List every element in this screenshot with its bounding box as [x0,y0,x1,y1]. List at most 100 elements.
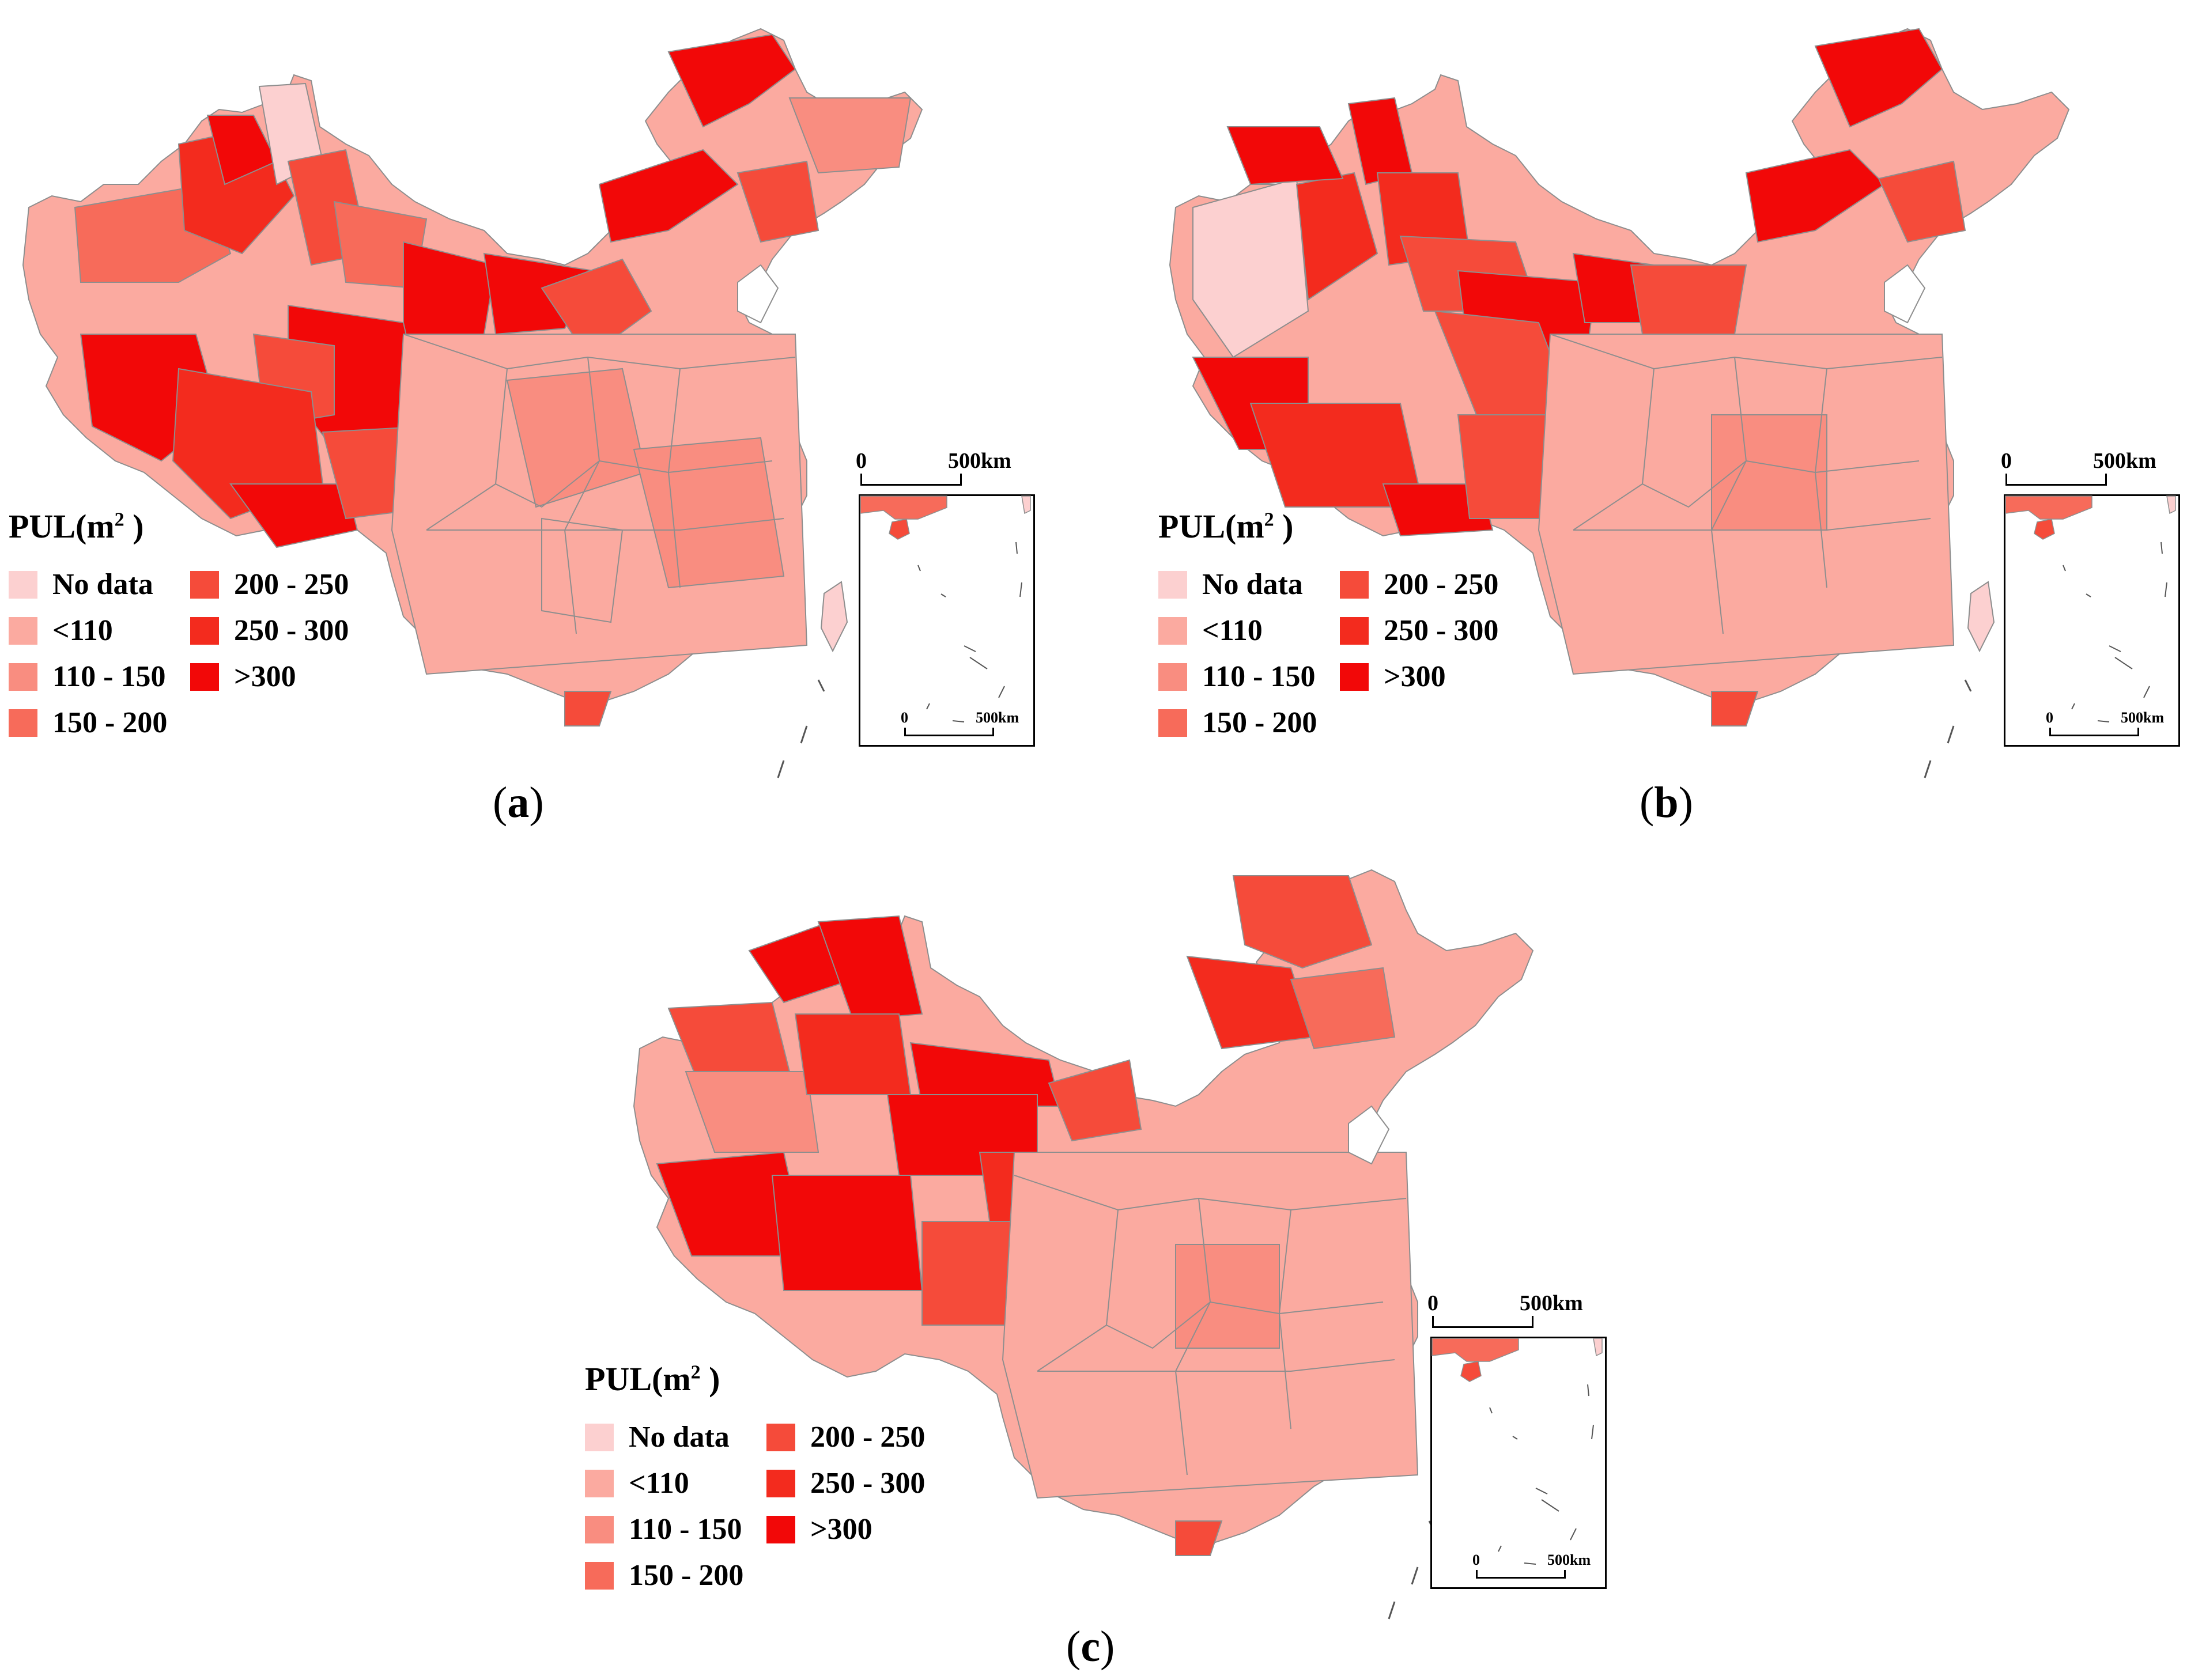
legend-swatch [766,1515,795,1543]
legend-label: >300 [234,660,296,693]
scalebar-line [904,728,994,736]
region-gt300 [229,483,358,548]
inset-island [2143,686,2150,698]
scalebar-inset: 0 500km [2046,709,2173,738]
legend-label: <110 [1202,614,1263,647]
scalebar-line [1432,1316,1533,1328]
panel-caption-b: (b) [1640,778,1693,827]
region-gt300 [817,915,923,1021]
legend-title-base: PUL(m [1158,508,1264,545]
inset-map [1431,1338,1603,1565]
legend-label: <110 [629,1467,689,1500]
region-200_250 [1878,160,1966,243]
inset-island [1019,582,1022,597]
inset-island [1512,1436,1518,1440]
scalebar-line [2049,728,2139,736]
legend-label: 250 - 300 [810,1467,926,1500]
bohai-sea [1348,1105,1390,1165]
legend-swatch [1340,616,1369,645]
scalebar-distance: 500km [2121,709,2165,726]
region-200_250 [1175,1520,1223,1556]
region-lt110 [541,517,624,623]
legend-a: PUL(m2 ) No data <110 110 - 150 150 - 200 200… [9,507,412,749]
region-110_150 [633,437,785,589]
legend-label: 110 - 150 [629,1513,742,1546]
inset-hainan [2034,519,2055,540]
province-border [1174,1198,1211,1475]
inset-hainan [1460,1361,1482,1382]
legend-item: No data [1158,567,1303,601]
inset-island [926,703,930,710]
province-border [1573,518,1931,531]
inset-island [1587,1384,1589,1397]
legend-item: No data [585,1420,730,1454]
scalebar-main: 0 500km [1427,1291,1612,1331]
legend-label: 110 - 150 [1202,660,1316,693]
legend-item: <110 [9,614,113,648]
legend-label: 110 - 150 [52,660,166,693]
legend-label: 200 - 250 [1384,568,1499,601]
scalebar-zero: 0 [2001,449,2012,473]
legend-item: 110 - 150 [585,1512,742,1546]
scalebar-line [860,474,962,486]
legend-swatch [190,663,219,691]
legend-label: >300 [1384,660,1446,693]
region-200_250 [1048,1059,1142,1142]
scalebar-main: 0 500km [856,448,1040,489]
inset-island [1524,1562,1536,1565]
legend-label: No data [629,1421,730,1454]
inset-island [1015,542,1018,554]
legend-swatch [1158,570,1187,599]
legend-item: >300 [1340,660,1446,694]
province-border [1037,1359,1395,1372]
scalebar-distance: 500km [1547,1552,1591,1568]
map-panel-b: PUL(m2 ) No data <110 110 - 150 150 - 200 200… [1147,0,2184,835]
legend-item: 250 - 300 [1340,614,1498,648]
legend-title-base: PUL(m [585,1360,691,1398]
legend-swatch [1158,616,1187,645]
inset-island [1541,1499,1559,1512]
region-110_150 [685,1071,819,1153]
inset-map [860,495,1031,722]
legend-title: PUL(m2 ) [585,1360,720,1398]
legend-swatch [9,616,37,645]
legend-label: 150 - 200 [1202,706,1317,739]
legend-label: >300 [810,1513,872,1546]
legend-title-sup: 2 [114,509,124,531]
inset-mainland-coast [2005,495,2092,520]
legend-swatch [1340,570,1369,599]
region-200_250 [1232,875,1373,969]
legend-item: 150 - 200 [9,706,167,740]
region-gt300 [598,149,739,243]
inset-island [952,720,965,722]
inset-island [969,657,988,669]
boundary-dash [1924,760,1932,778]
legend-swatch [1340,663,1369,691]
legend-label: <110 [52,614,113,647]
legend-item: 200 - 250 [766,1420,925,1454]
map-layer [22,28,923,778]
inset-island [917,565,921,572]
legend-swatch [9,663,37,691]
legend-title: PUL(m2 ) [9,507,143,546]
inset-island [940,593,946,597]
legend-swatch [1158,709,1187,737]
scalebar-distance: 500km [2093,449,2156,473]
legend-swatch [9,570,37,599]
china-map-c [633,869,1534,1620]
legend-title-end: ) [700,1360,720,1398]
legend-swatch [190,570,219,599]
region-gt300 [667,33,796,128]
scalebar-distance: 500km [1520,1291,1583,1315]
inset-hainan [889,519,910,540]
legend-item: 110 - 150 [1158,660,1315,694]
inset-south-china-sea-b: 0 500km [2004,494,2180,747]
region-gt300 [1814,28,1943,128]
china-map-b [1169,28,2070,778]
legend-label: 150 - 200 [629,1559,744,1592]
inset-island [2160,542,2163,554]
scalebar-distance: 500km [948,449,1011,473]
scalebar-inset: 0 500km [901,709,1028,738]
legend-swatch [766,1423,795,1451]
legend-item: 150 - 200 [585,1558,743,1592]
